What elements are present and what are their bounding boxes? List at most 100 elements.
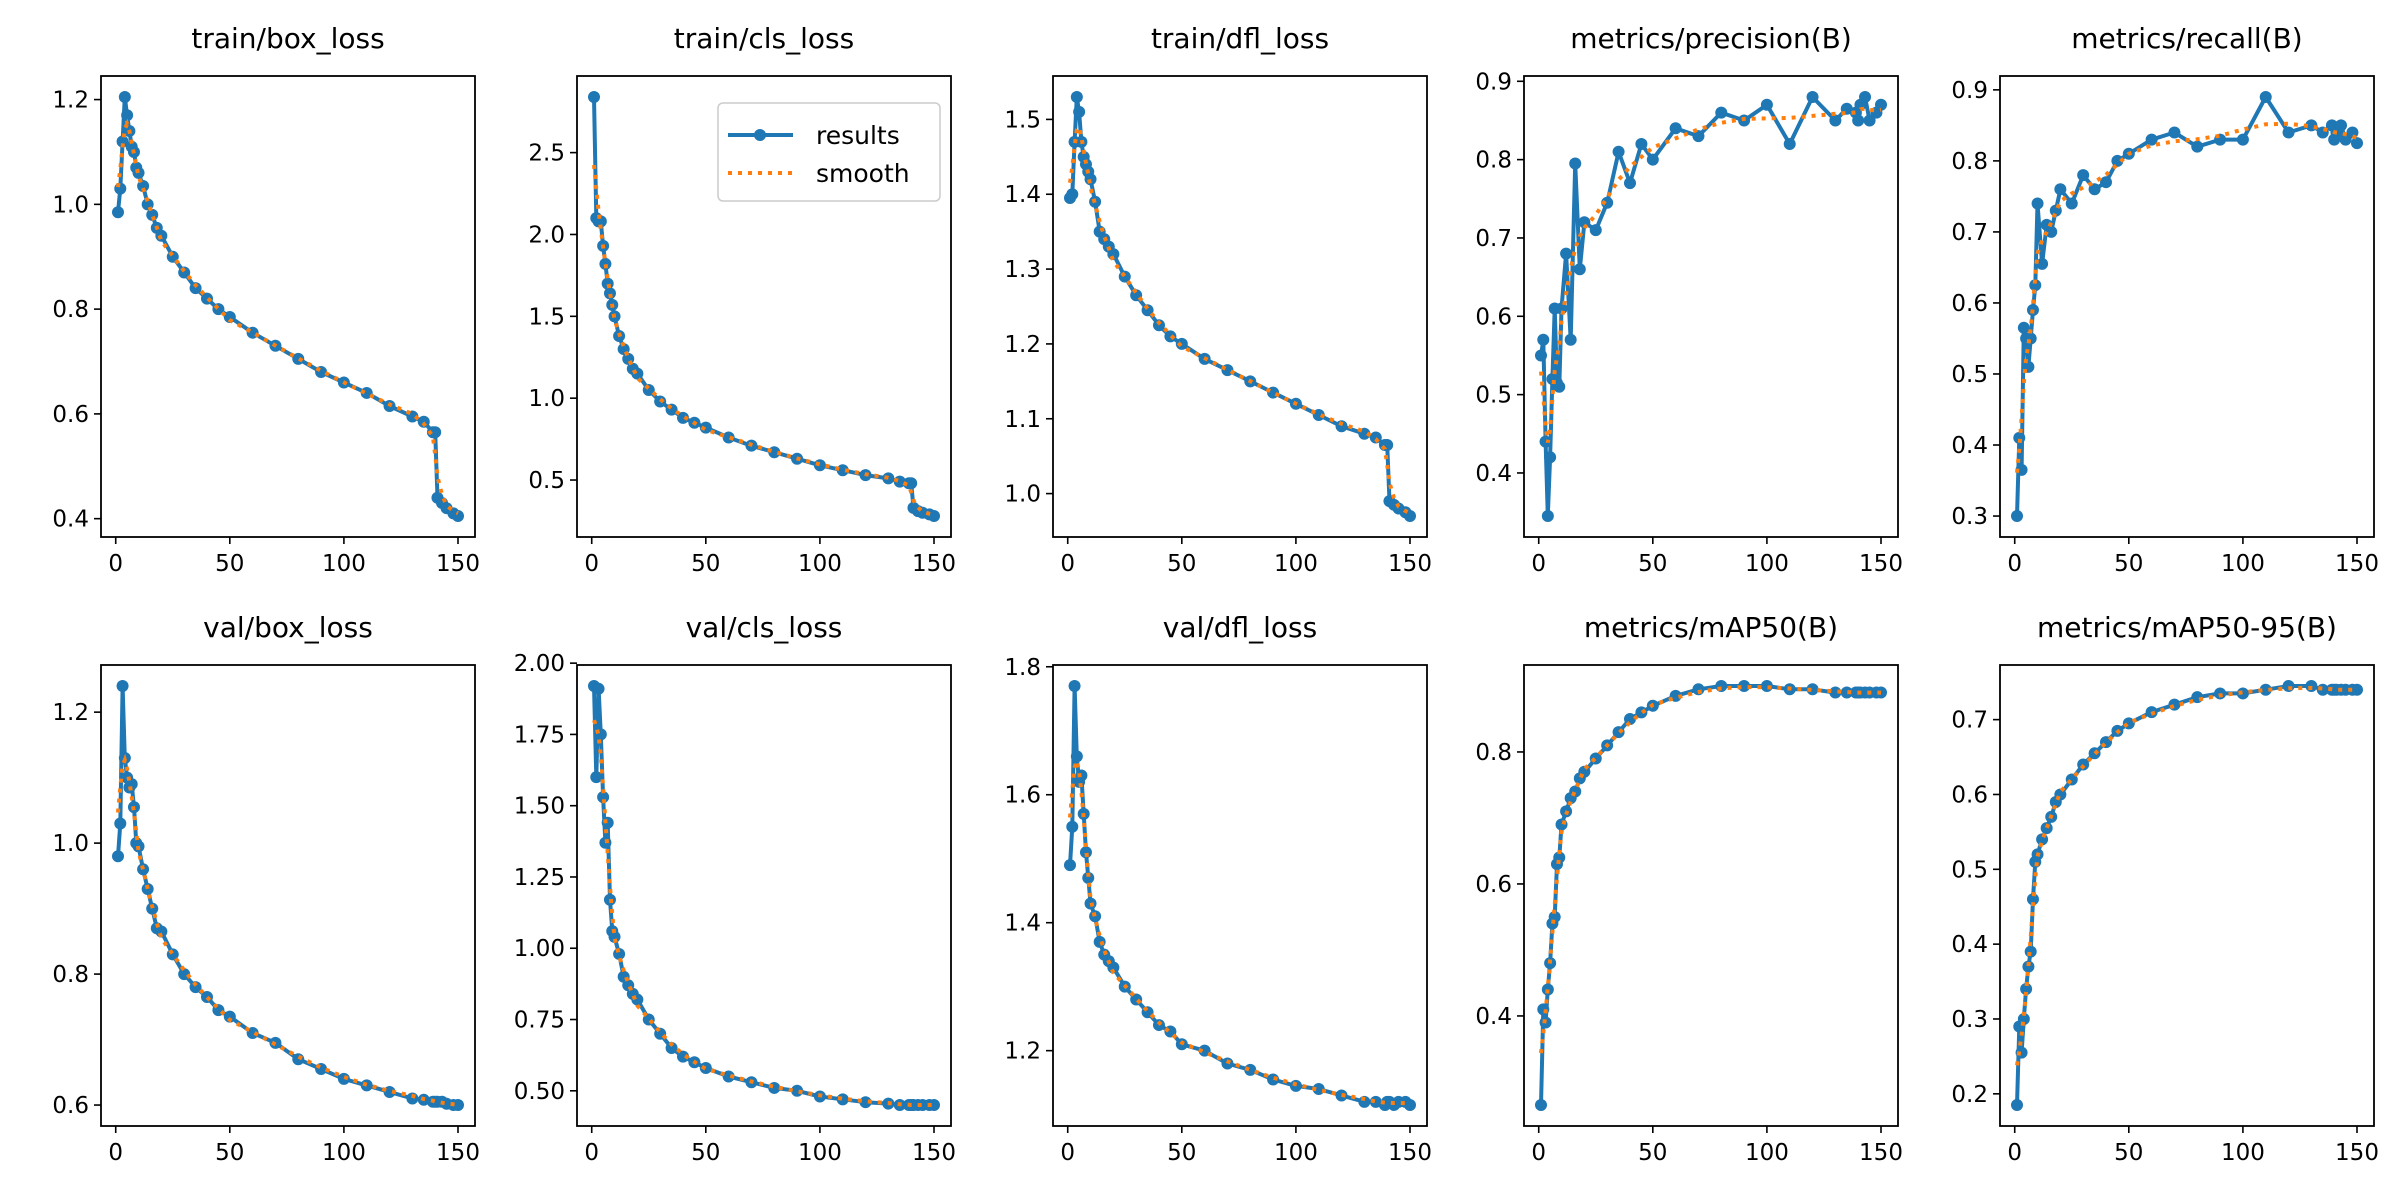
results-point bbox=[882, 472, 895, 485]
y-tick-label: 0.4 bbox=[1475, 461, 1512, 487]
subplot-train-box-loss: train/box_loss 0 50 100 150 0.4 0.6 0.8 1.0 1.2 bbox=[52, 22, 480, 577]
x-tick-label: 100 bbox=[2221, 551, 2265, 577]
plot-area bbox=[1064, 679, 1416, 1112]
subplot-title: train/box_loss bbox=[191, 22, 384, 55]
results-point bbox=[452, 1099, 464, 1112]
plot-area bbox=[112, 679, 464, 1112]
results-point bbox=[1863, 114, 1876, 127]
x-tick-label: 150 bbox=[436, 1140, 480, 1166]
x-tick-label: 150 bbox=[1859, 1140, 1903, 1166]
subplot-title: val/cls_loss bbox=[686, 611, 843, 644]
axes-frame bbox=[1523, 75, 1899, 538]
plot-area bbox=[112, 90, 464, 523]
x-tick-label: 150 bbox=[1388, 551, 1432, 577]
y-tick-label: 0.7 bbox=[1951, 220, 1988, 246]
results-point bbox=[2045, 225, 2058, 238]
results-point bbox=[1093, 935, 1106, 948]
y-tick-label: 1.00 bbox=[514, 936, 565, 962]
results-point bbox=[1806, 683, 1819, 696]
results-point bbox=[588, 90, 600, 103]
subplot-metrics-map50-95-b-: metrics/mAP50-95(B) 0 50 100 150 0.2 0.3 0.4 0.5… bbox=[1951, 611, 2379, 1166]
x-tick-label: 50 bbox=[2114, 1140, 2143, 1166]
y-tick-label: 1.0 bbox=[528, 386, 565, 412]
x-tick-label: 100 bbox=[2221, 1140, 2265, 1166]
results-point bbox=[1070, 750, 1083, 763]
x-tick-label: 0 bbox=[1531, 551, 1546, 577]
y-tick-label: 0.4 bbox=[52, 507, 89, 533]
results-point bbox=[836, 464, 849, 477]
y-tick-label: 0.4 bbox=[1951, 932, 1988, 958]
results-point bbox=[452, 510, 464, 523]
results-point bbox=[1646, 153, 1659, 166]
results-point bbox=[1829, 114, 1842, 127]
results-point bbox=[1635, 137, 1648, 150]
x-tick-label: 0 bbox=[2007, 1140, 2022, 1166]
x-tick-label: 50 bbox=[1638, 551, 1667, 577]
results-point bbox=[132, 166, 145, 179]
results-point bbox=[1852, 114, 1865, 127]
results-point bbox=[2011, 510, 2023, 523]
results-point bbox=[2259, 90, 2272, 103]
subplot-title: metrics/precision(B) bbox=[1570, 22, 1852, 55]
x-tick-label: 150 bbox=[912, 1140, 956, 1166]
smooth-line bbox=[592, 164, 935, 517]
y-tick-label: 0.8 bbox=[52, 297, 89, 323]
results-point bbox=[1569, 157, 1582, 170]
y-tick-label: 0.9 bbox=[1475, 69, 1512, 95]
subplot-val-cls-loss: val/cls_loss 0 50 100 150 0.50 0.75 1.00 1.25 1.5… bbox=[514, 611, 956, 1166]
y-tick-label: 1.3 bbox=[1004, 257, 1041, 283]
results-point bbox=[2282, 126, 2295, 139]
y-tick-label: 1.0 bbox=[52, 192, 89, 218]
plot-area bbox=[2011, 90, 2363, 523]
results-point bbox=[1267, 1073, 1280, 1086]
y-tick-label: 0.2 bbox=[1951, 1082, 1988, 1108]
y-tick-label: 0.3 bbox=[1951, 1007, 1988, 1033]
results-point bbox=[592, 682, 605, 695]
results-point bbox=[1875, 98, 1887, 111]
results-point bbox=[1312, 409, 1325, 422]
results-point bbox=[2013, 431, 2026, 444]
subplot-val-dfl-loss: val/dfl_loss 0 50 100 150 1.2 1.4 1.6 1.8 bbox=[1004, 611, 1432, 1166]
results-point bbox=[2015, 463, 2028, 476]
axes-frame bbox=[100, 664, 476, 1127]
y-tick-label: 0.5 bbox=[1951, 857, 1988, 883]
x-tick-label: 0 bbox=[1060, 551, 1075, 577]
subplot-title: metrics/mAP50(B) bbox=[1584, 611, 1838, 644]
results-point bbox=[2145, 133, 2158, 146]
smooth-line bbox=[2015, 121, 2358, 473]
results-point bbox=[905, 477, 918, 490]
results-point bbox=[1669, 122, 1682, 135]
results-point bbox=[599, 257, 612, 270]
results-point bbox=[608, 930, 621, 943]
x-tick-label: 150 bbox=[1388, 1140, 1432, 1166]
results-point bbox=[1623, 712, 1636, 725]
results-point bbox=[2111, 154, 2124, 167]
axes-frame bbox=[1052, 664, 1428, 1127]
results-line bbox=[1539, 95, 1883, 518]
results-point bbox=[146, 902, 159, 915]
results-point bbox=[2011, 1099, 2023, 1112]
y-tick-label: 1.6 bbox=[1004, 783, 1041, 809]
y-tick-label: 0.6 bbox=[1951, 291, 1988, 317]
results-point bbox=[1066, 820, 1079, 833]
results-point bbox=[1555, 818, 1568, 831]
results-point bbox=[1544, 451, 1557, 464]
x-tick-label: 150 bbox=[2335, 1140, 2379, 1166]
y-tick-label: 1.2 bbox=[52, 700, 89, 726]
results-point bbox=[1601, 196, 1614, 209]
results-point bbox=[1070, 90, 1083, 103]
x-tick-label: 150 bbox=[1859, 551, 1903, 577]
x-tick-label: 50 bbox=[691, 551, 720, 577]
y-tick-label: 0.8 bbox=[1475, 740, 1512, 766]
subplot-metrics-map50-b-: metrics/mAP50(B) 0 50 100 150 0.4 0.6 0.8 bbox=[1475, 611, 1903, 1166]
results-point bbox=[2088, 747, 2101, 760]
results-point bbox=[665, 403, 678, 416]
axes-frame bbox=[576, 664, 952, 1127]
x-tick-label: 0 bbox=[2007, 551, 2022, 577]
results-point bbox=[383, 1085, 396, 1098]
smooth-line bbox=[116, 118, 459, 515]
plot-area bbox=[588, 679, 940, 1112]
results-line bbox=[2015, 95, 2359, 517]
smooth-line bbox=[1539, 684, 1881, 1054]
y-tick-label: 1.4 bbox=[1004, 182, 1041, 208]
